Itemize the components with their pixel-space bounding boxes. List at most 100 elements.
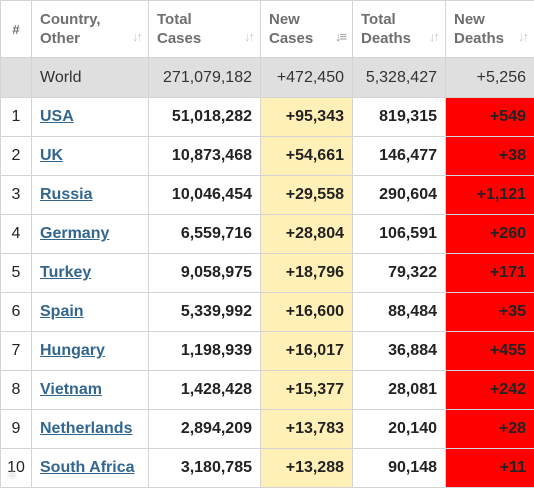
new-cases-cell: +13,288: [261, 449, 353, 488]
new-deaths-cell: +1,121: [446, 176, 534, 215]
country-link[interactable]: Germany: [40, 225, 109, 242]
new-deaths-cell: +171: [446, 254, 534, 293]
new-cases-header-line1: New: [269, 11, 300, 28]
header-row: # Country, Other ↓↑ Total Cases ↓↑ New C…: [1, 1, 534, 58]
total-deaths-header-line1: Total: [361, 11, 396, 28]
new-cases-cell: +95,343: [261, 98, 353, 137]
col-header-total-cases[interactable]: Total Cases ↓↑: [149, 1, 261, 58]
new-cases-cell: +15,377: [261, 371, 353, 410]
country-cell: Germany: [32, 215, 149, 254]
new-deaths-cell: +28: [446, 410, 534, 449]
country-link[interactable]: Russia: [40, 186, 92, 203]
sort-descending-icon[interactable]: ↓≡: [335, 27, 345, 46]
new-cases-cell: +29,558: [261, 176, 353, 215]
country-cell: Netherlands: [32, 410, 149, 449]
total-deaths-cell: 36,884: [353, 332, 446, 371]
country-cell: Spain: [32, 293, 149, 332]
country-link[interactable]: USA: [40, 108, 74, 125]
total-deaths-cell: 79,322: [353, 254, 446, 293]
new-deaths-cell: +549: [446, 98, 534, 137]
country-link[interactable]: Hungary: [40, 342, 105, 359]
total-cases-header-line2: Cases: [157, 30, 201, 47]
total-deaths-cell: 90,148: [353, 449, 446, 488]
rank-cell: 9: [1, 410, 32, 449]
country-header-line2: Other: [40, 30, 80, 47]
total-cases-cell: 1,198,939: [149, 332, 261, 371]
new-deaths-cell: +242: [446, 371, 534, 410]
country-cell: South Africa: [32, 449, 149, 488]
world-total-cases: 271,079,182: [149, 58, 261, 98]
new-cases-cell: +16,017: [261, 332, 353, 371]
total-deaths-cell: 28,081: [353, 371, 446, 410]
new-cases-cell: +16,600: [261, 293, 353, 332]
total-cases-cell: 10,873,468: [149, 137, 261, 176]
total-deaths-header-line2: Deaths: [361, 30, 411, 47]
rank-cell: 10: [1, 449, 32, 488]
rank-cell: 7: [1, 332, 32, 371]
total-cases-cell: 9,058,975: [149, 254, 261, 293]
new-deaths-cell: +38: [446, 137, 534, 176]
country-cell: Vietnam: [32, 371, 149, 410]
col-header-total-deaths[interactable]: Total Deaths ↓↑: [353, 1, 446, 58]
world-new-deaths: +5,256: [446, 58, 534, 98]
country-link[interactable]: Netherlands: [40, 420, 132, 437]
total-cases-cell: 5,339,992: [149, 293, 261, 332]
new-cases-cell: +28,804: [261, 215, 353, 254]
sort-arrows-icon[interactable]: ↓↑: [132, 27, 141, 46]
col-header-new-deaths[interactable]: New Deaths ↓↑: [446, 1, 534, 58]
rank-cell: 5: [1, 254, 32, 293]
total-cases-cell: 3,180,785: [149, 449, 261, 488]
new-cases-cell: +54,661: [261, 137, 353, 176]
new-cases-cell: +13,783: [261, 410, 353, 449]
country-header-line1: Country,: [40, 11, 101, 28]
country-link[interactable]: UK: [40, 147, 63, 164]
rank-cell: 6: [1, 293, 32, 332]
new-deaths-cell: +260: [446, 215, 534, 254]
rank-cell: 8: [1, 371, 32, 410]
country-cell: Turkey: [32, 254, 149, 293]
world-total-row: World 271,079,182 +472,450 5,328,427 +5,…: [1, 58, 534, 98]
country-link[interactable]: South Africa: [40, 459, 135, 476]
sort-arrows-icon[interactable]: ↓↑: [244, 27, 253, 46]
country-link[interactable]: Turkey: [40, 264, 91, 281]
new-deaths-cell: +11: [446, 449, 534, 488]
total-cases-header-line1: Total: [157, 11, 192, 28]
sort-arrows-icon[interactable]: ↓↑: [518, 27, 527, 46]
total-cases-cell: 6,559,716: [149, 215, 261, 254]
world-rank-cell: [1, 58, 32, 98]
total-deaths-cell: 819,315: [353, 98, 446, 137]
world-total-deaths: 5,328,427: [353, 58, 446, 98]
total-deaths-cell: 106,591: [353, 215, 446, 254]
country-cell: USA: [32, 98, 149, 137]
total-deaths-cell: 290,604: [353, 176, 446, 215]
rank-cell: 3: [1, 176, 32, 215]
rank-cell: 4: [1, 215, 32, 254]
country-link[interactable]: Spain: [40, 303, 84, 320]
rank-cell: 1: [1, 98, 32, 137]
total-deaths-cell: 20,140: [353, 410, 446, 449]
total-deaths-cell: 146,477: [353, 137, 446, 176]
world-label: World: [32, 58, 149, 98]
new-deaths-cell: +455: [446, 332, 534, 371]
col-header-new-cases[interactable]: New Cases ↓≡: [261, 1, 353, 58]
new-deaths-cell: +35: [446, 293, 534, 332]
col-header-country[interactable]: Country, Other ↓↑: [32, 1, 149, 58]
sort-arrows-icon[interactable]: ↓↑: [429, 27, 438, 46]
country-link[interactable]: Vietnam: [40, 381, 102, 398]
world-new-cases: +472,450: [261, 58, 353, 98]
new-cases-header-line2: Cases: [269, 30, 313, 47]
watermark-logo: ⊕: [8, 470, 16, 481]
new-cases-cell: +18,796: [261, 254, 353, 293]
country-cell: Hungary: [32, 332, 149, 371]
total-deaths-cell: 88,484: [353, 293, 446, 332]
col-header-rank[interactable]: #: [1, 1, 32, 58]
country-cell: Russia: [32, 176, 149, 215]
